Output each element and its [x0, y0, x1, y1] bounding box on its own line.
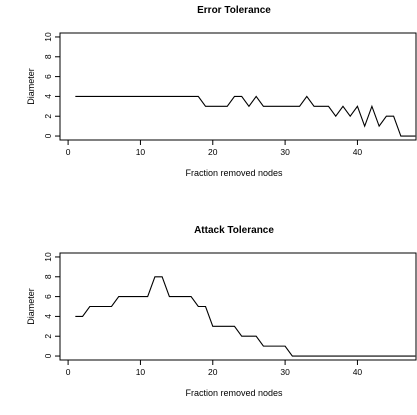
- x-axis-label: Fraction removed nodes: [185, 388, 283, 398]
- series-line: [75, 95, 416, 137]
- y-tick-label: 2: [43, 114, 53, 119]
- y-tick-label: 4: [43, 94, 53, 99]
- series-line: [75, 276, 416, 357]
- y-axis-label: Diameter: [26, 288, 36, 325]
- y-tick-label: 8: [43, 54, 53, 59]
- y-tick-label: 2: [43, 334, 53, 339]
- y-tick-label: 10: [43, 32, 53, 42]
- y-tick-label: 4: [43, 314, 53, 319]
- x-tick-label: 0: [66, 147, 71, 157]
- chart-title: Attack Tolerance: [194, 225, 274, 236]
- y-tick-label: 10: [43, 252, 53, 262]
- x-tick-label: 0: [66, 367, 71, 377]
- panel-2: Attack Tolerance 0 10 20 30 40 0 2 4 6 8 10 Fraction…: [26, 225, 417, 398]
- x-tick-label: 30: [280, 367, 290, 377]
- x-tick-label: 20: [208, 367, 218, 377]
- x-tick-label: 10: [136, 367, 146, 377]
- y-tick-label: 0: [43, 353, 53, 358]
- plot-frame: [59, 32, 417, 141]
- panel-1: Error Tolerance 0 10 20 30 40 0 2 4 6 8 10 Fraction …: [26, 5, 417, 178]
- chart-title: Error Tolerance: [197, 5, 271, 16]
- x-axis-label: Fraction removed nodes: [185, 168, 283, 178]
- y-tick-label: 0: [43, 133, 53, 138]
- y-axis-label: Diameter: [26, 68, 36, 105]
- y-tick-label: 6: [43, 294, 53, 299]
- y-tick-label: 8: [43, 274, 53, 279]
- x-tick-label: 40: [353, 367, 363, 377]
- y-tick-label: 6: [43, 74, 53, 79]
- x-tick-label: 20: [208, 147, 218, 157]
- x-tick-label: 40: [353, 147, 363, 157]
- x-tick-label: 30: [280, 147, 290, 157]
- plot-frame: [59, 252, 417, 361]
- x-tick-label: 10: [136, 147, 146, 157]
